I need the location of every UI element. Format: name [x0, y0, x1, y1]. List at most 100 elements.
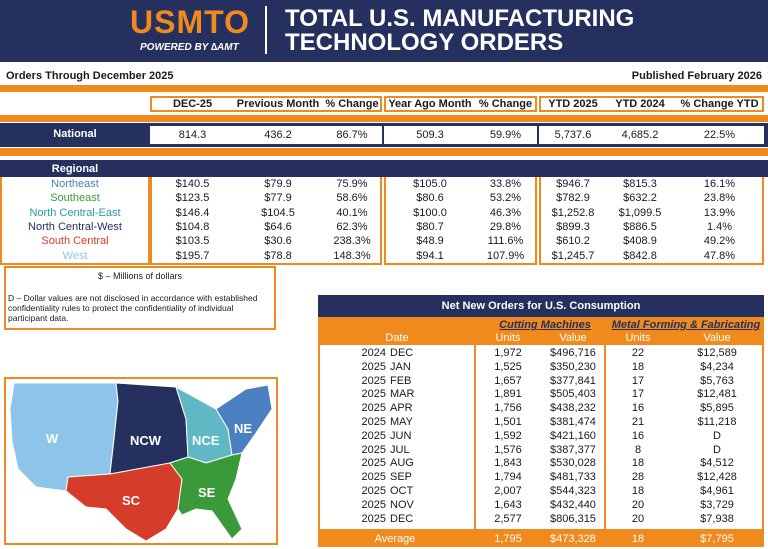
region-value: $886.5	[623, 220, 657, 233]
nno-month: SEP	[390, 471, 413, 484]
nno-year: 2025	[361, 416, 386, 428]
nno-cutting-units: 1,576	[494, 443, 522, 456]
col-header: DEC-25	[172, 98, 213, 110]
nno-forming-value: $11,218	[697, 416, 737, 428]
nno-forming-units: 17	[631, 388, 645, 401]
map-region-sc	[65, 462, 183, 542]
nno-forming-units: 17	[631, 374, 645, 387]
region-value: $146.4	[175, 206, 210, 219]
nno-forming-value: $5,763	[700, 374, 734, 387]
nno-cutting-units: 1,592	[494, 429, 522, 442]
region-value: $30.6	[264, 235, 292, 248]
header-group-3	[539, 96, 764, 112]
nno-cutting-value: $544,323	[550, 485, 596, 497]
region-value: 16.1%	[703, 178, 736, 190]
orange-band	[0, 148, 768, 156]
region-value: 148.3%	[333, 249, 371, 262]
nno-cutting-units: 1,972	[494, 347, 522, 359]
published-date: Published February 2026	[631, 70, 762, 82]
map-label-se: SE	[198, 485, 216, 500]
region-value: $48.9	[416, 235, 444, 248]
region-name: North Central-West	[28, 220, 122, 233]
region-value: $64.6	[264, 220, 292, 233]
national-value: 5,737.6	[554, 129, 592, 141]
col-value: Value	[559, 332, 587, 344]
region-value: $946.7	[556, 178, 590, 190]
region-value: $815.3	[623, 178, 657, 190]
nno-month: MAY	[390, 416, 414, 428]
orange-divider	[0, 85, 768, 92]
region-value: $77.9	[264, 192, 292, 205]
average-forming-units: 18	[631, 533, 645, 545]
nno-cutting-value: $381,474	[550, 416, 596, 428]
nno-forming-units: 28	[631, 471, 645, 484]
map-label-ne: NE	[234, 421, 252, 436]
col-header: % Change	[478, 98, 533, 110]
nno-month: NOV	[390, 498, 414, 511]
nno-cutting-value: $806,315	[550, 512, 596, 525]
nno-month: FEB	[390, 374, 412, 387]
orders-through: Orders Through December 2025	[6, 70, 174, 82]
powered-by-amt: POWERED BY ∆AMT	[140, 42, 239, 53]
nno-cutting-value: $377,841	[550, 374, 596, 387]
nno-month: JAN	[390, 360, 411, 373]
region-value: 33.8%	[489, 178, 522, 190]
nno-forming-units: 18	[631, 485, 645, 497]
header-banner	[0, 0, 768, 62]
nno-cutting-value: $387,377	[550, 443, 596, 456]
region-value: $103.5	[175, 235, 210, 248]
nno-forming-value: D	[713, 429, 721, 442]
regional-box-2	[384, 177, 537, 265]
region-name: South Central	[41, 235, 109, 248]
map-graphic: W NCW NCE NE SC SE	[9, 382, 273, 542]
net-new-orders-header	[318, 317, 764, 345]
region-value: $80.6	[416, 192, 444, 205]
nno-forming-value: $4,961	[700, 485, 734, 497]
nno-year: 2025	[361, 512, 386, 525]
nno-forming-value: $4,234	[700, 360, 734, 373]
nno-month: JUN	[390, 429, 412, 442]
nno-date-box	[318, 345, 476, 531]
nno-cutting-units: 1,843	[494, 457, 522, 470]
nno-forming-value: $12,481	[697, 388, 737, 401]
region-value: 107.9%	[486, 249, 525, 262]
nno-forming-box	[606, 345, 764, 531]
nno-cutting-units: 1,501	[494, 416, 522, 428]
nno-forming-value: $4,512	[700, 457, 734, 470]
nno-cutting-value: $496,716	[550, 347, 596, 359]
region-value: 75.9%	[336, 178, 368, 190]
nno-year: 2025	[361, 443, 386, 456]
nno-cutting-value: $438,232	[550, 402, 596, 415]
nno-forming-units: 18	[631, 457, 645, 470]
nno-month: DEC	[390, 347, 414, 359]
national-value: 4,685.2	[621, 129, 659, 141]
region-value: $123.5	[175, 192, 210, 205]
usmto-logo: USMTO	[130, 4, 250, 40]
national-value: 22.5%	[703, 129, 736, 141]
header-group-1	[150, 96, 382, 112]
nno-cutting-units: 1,657	[494, 374, 522, 387]
average-cutting-units: 1,795	[494, 533, 522, 545]
nno-forming-units: 16	[631, 402, 645, 415]
region-value: 111.6%	[487, 235, 524, 248]
region-value: 47.8%	[703, 249, 736, 262]
map-label-ncw: NCW	[130, 433, 162, 448]
nno-cutting-value: $432,440	[550, 498, 596, 511]
national-box-2	[384, 126, 537, 144]
nno-year: 2025	[361, 471, 386, 484]
nno-cutting-value: $421,160	[550, 429, 596, 442]
region-value: $94.1	[416, 249, 444, 262]
nno-forming-units: 18	[631, 360, 645, 373]
nno-month: MAR	[390, 388, 415, 401]
nno-cutting-units: 1,756	[494, 402, 522, 415]
net-new-orders-title: Net New Orders for U.S. Consumption	[318, 295, 764, 317]
nno-forming-units: 8	[634, 443, 642, 456]
region-value: 40.1%	[336, 206, 368, 219]
nno-forming-value: $7,938	[700, 512, 734, 525]
region-value: 1.4%	[706, 220, 733, 233]
col-header: YTD 2025	[548, 98, 598, 110]
average-label: Average	[374, 533, 416, 545]
metal-forming-label: Metal Forming & Fabricating	[611, 319, 761, 331]
nno-forming-value: $5,895	[700, 402, 734, 415]
region-value: 13.9%	[703, 206, 736, 219]
